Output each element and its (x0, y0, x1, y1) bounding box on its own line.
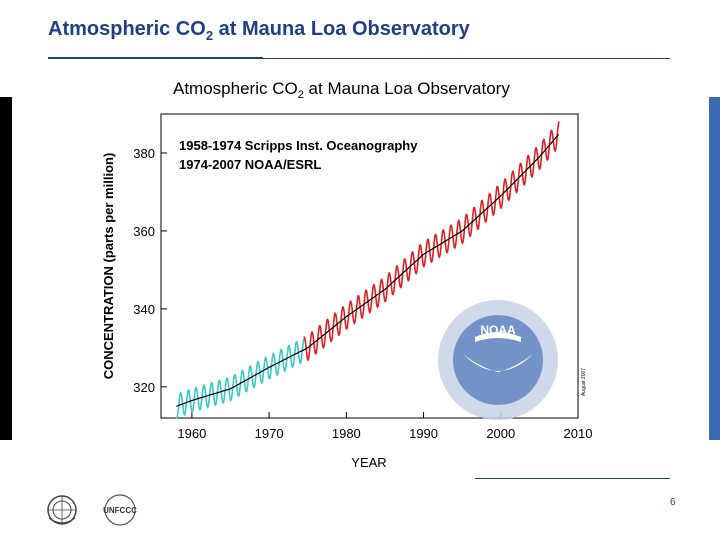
chart-title: Atmospheric CO2 at Mauna Loa Observatory (173, 79, 510, 101)
title-underline-accent (48, 57, 263, 59)
series-line-scripps (175, 338, 305, 420)
right-side-bar (709, 97, 720, 440)
slide-title-subscript: 2 (205, 28, 214, 43)
x-axis-label: YEAR (351, 455, 386, 470)
date-annotation: August 2007 (581, 368, 587, 396)
series-line-trend (176, 134, 560, 407)
unfccc-logo-icon: UNFCCC (103, 494, 137, 526)
x-tick-label: 1990 (409, 426, 438, 441)
un-emblem-icon (47, 495, 77, 525)
legend-entry-scripps: 1958-1974 Scripps Inst. Oceanography (179, 138, 418, 153)
x-tick-label: 1980 (332, 426, 361, 441)
y-tick-label: 360 (133, 224, 155, 239)
noaa-seal-text: NOAA (480, 323, 516, 337)
unfccc-logo-text: UNFCCC (103, 506, 137, 515)
left-side-bar (0, 97, 12, 440)
series-line-noaa (303, 120, 560, 362)
x-axis: 1960 1970 1980 1990 2000 2010 (177, 412, 592, 441)
x-tick-label: 2000 (486, 426, 515, 441)
page-number: 6 (670, 497, 676, 508)
x-tick-label: 2010 (564, 426, 593, 441)
y-tick-label: 340 (133, 302, 155, 317)
y-tick-label: 320 (133, 380, 155, 395)
series-layer (175, 120, 560, 420)
y-tick-label: 380 (133, 146, 155, 161)
legend-entry-noaa: 1974-2007 NOAA/ESRL (179, 157, 321, 172)
x-tick-label: 1960 (177, 426, 206, 441)
co2-chart: Atmospheric CO2 at Mauna Loa Observatory… (95, 72, 600, 472)
slide-title-main: Atmospheric CO (48, 18, 206, 40)
slide-title-rest: at Mauna Loa Observatory (213, 18, 470, 40)
slide-title: Atmospheric CO2 at Mauna Loa Observatory (48, 18, 470, 43)
title-underline (48, 58, 670, 59)
y-axis: 320 340 360 380 (133, 146, 167, 395)
footer-rule (475, 478, 670, 479)
x-tick-label: 1970 (255, 426, 284, 441)
noaa-seal: NOAA (438, 300, 558, 420)
plot-frame (160, 113, 579, 419)
y-axis-label: CONCENTRATION (parts per million) (101, 153, 116, 380)
